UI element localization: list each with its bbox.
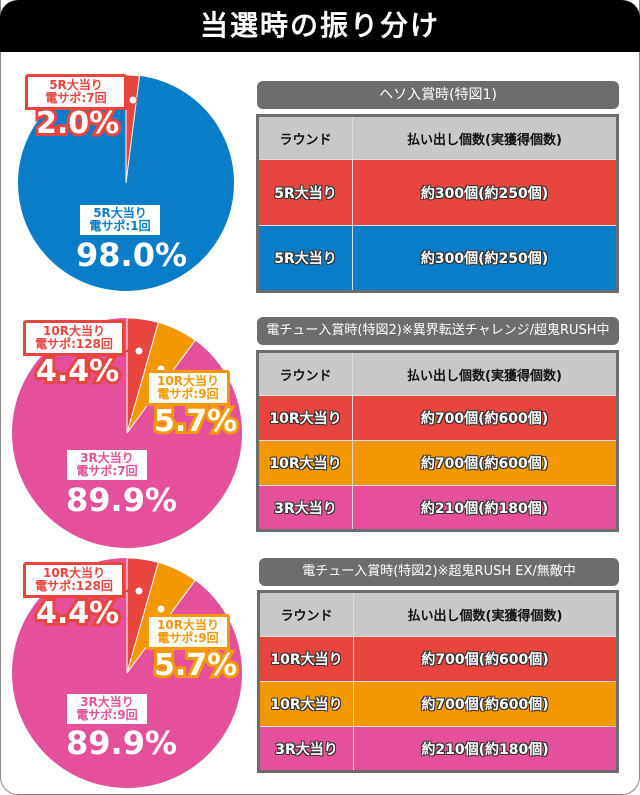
slice-round: 5R大当り: [49, 78, 103, 92]
cell-round: 3R大当り: [258, 726, 354, 772]
table-row: 3R大当り 約210個(約180個): [257, 485, 618, 531]
slice-densapo: 電サポ:9回: [157, 631, 219, 645]
col-header-round: ラウンド: [257, 115, 353, 160]
slice-densapo: 電サポ:7回: [76, 464, 138, 478]
pie-chart-heso: [18, 74, 234, 291]
payout-table-rush-ex: ラウンド 払い出し個数(実獲得個数) 10R大当り 約700個(約600個) 1…: [257, 590, 619, 773]
col-header-round: ラウンド: [258, 591, 354, 637]
slice-round: 3R大当り: [80, 451, 134, 465]
cell-payout: 約700個(約600個): [352, 395, 618, 441]
slice-label-3r-7: 3R大当り 電サポ:7回: [67, 450, 147, 480]
slice-densapo: 電サポ:9回: [76, 708, 138, 722]
cell-round: 10R大当り: [258, 681, 354, 727]
slice-round: 5R大当り: [93, 206, 147, 220]
slice-round: 10R大当り: [157, 374, 219, 388]
slice-pct-89-9: 89.9%: [66, 481, 178, 519]
page-title: 当選時の振り分け: [0, 0, 640, 52]
col-header-payout: 払い出し個数(実獲得個数): [352, 351, 618, 396]
cell-round: 5R大当り: [257, 159, 353, 226]
cell-round: 3R大当り: [257, 485, 353, 531]
slice-label-5r-7: 5R大当り 電サポ:7回: [25, 74, 127, 110]
slice-pct-5-7: 5.7%: [151, 645, 240, 686]
payout-table-rush: ラウンド 払い出し個数(実獲得個数) 10R大当り 約700個(約600個) 1…: [256, 350, 619, 532]
slice-round: 3R大当り: [80, 695, 134, 709]
slice-label-3r-9: 3R大当り 電サポ:9回: [67, 694, 147, 724]
table-row: 10R大当り 約700個(約600個): [257, 440, 618, 486]
table-row: 10R大当り 約700個(約600個): [258, 636, 618, 682]
panel-title-rush-ex: 電チュー入賞時(特図2)※超鬼RUSH EX/無敵中: [259, 558, 619, 586]
panel-title-rush: 電チュー入賞時(特図2)※異界転送チャレンジ/超鬼RUSH中: [257, 317, 619, 345]
cell-payout: 約700個(約600個): [353, 681, 618, 727]
table-row: 10R大当り 約700個(約600個): [257, 395, 618, 441]
cell-payout: 約300個(約250個): [352, 159, 618, 226]
slice-densapo: 電サポ:1回: [89, 219, 151, 233]
slice-label-10r-9: 10R大当り 電サポ:9回: [146, 370, 230, 406]
cell-payout: 約700個(約600個): [352, 440, 618, 486]
table-row: 3R大当り 約210個(約180個): [258, 726, 618, 772]
col-header-payout: 払い出し個数(実獲得個数): [352, 115, 618, 160]
slice-round: 10R大当り: [43, 566, 105, 580]
slice-pct-98: 98.0%: [76, 236, 188, 274]
col-header-round: ラウンド: [257, 351, 353, 396]
table-row: 10R大当り 約700個(約600個): [258, 681, 618, 727]
cell-round: 10R大当り: [257, 440, 353, 486]
slice-round: 10R大当り: [157, 618, 219, 632]
table-row: 5R大当り 約300個(約250個): [257, 225, 618, 292]
table-row: 5R大当り 約300個(約250個): [257, 159, 618, 226]
payout-table-heso: ラウンド 払い出し個数(実獲得個数) 5R大当り 約300個(約250個) 5R…: [256, 114, 619, 293]
cell-round: 10R大当り: [258, 636, 354, 682]
slice-label-5r-1: 5R大当り 電サポ:1回: [80, 205, 160, 235]
cell-round: 5R大当り: [257, 225, 353, 292]
slice-pct-89-9: 89.9%: [66, 724, 178, 762]
slice-densapo: 電サポ:7回: [45, 91, 107, 105]
slice-label-10r-128: 10R大当り 電サポ:128回: [23, 562, 125, 598]
cell-payout: 約700個(約600個): [353, 636, 618, 682]
cell-payout: 約300個(約250個): [352, 225, 618, 292]
slice-round: 10R大当り: [43, 324, 105, 338]
slice-label-10r-9: 10R大当り 電サポ:9回: [146, 614, 230, 650]
cell-payout: 約210個(約180個): [352, 485, 618, 531]
slice-pct-2: 2.0%: [33, 103, 122, 144]
cell-round: 10R大当り: [257, 395, 353, 441]
slice-label-10r-128: 10R大当り 電サポ:128回: [23, 320, 125, 356]
panel-title-heso: ヘソ入賞時(特図1): [257, 81, 619, 109]
cell-payout: 約210個(約180個): [353, 726, 618, 772]
slice-pct-5-7: 5.7%: [151, 401, 240, 442]
slice-pct-4-4: 4.4%: [33, 593, 122, 634]
slice-densapo: 電サポ:128回: [35, 579, 113, 593]
col-header-payout: 払い出し個数(実獲得個数): [353, 591, 618, 637]
slice-pct-4-4: 4.4%: [33, 351, 122, 392]
slice-densapo: 電サポ:128回: [35, 337, 113, 351]
slice-densapo: 電サポ:9回: [157, 387, 219, 401]
